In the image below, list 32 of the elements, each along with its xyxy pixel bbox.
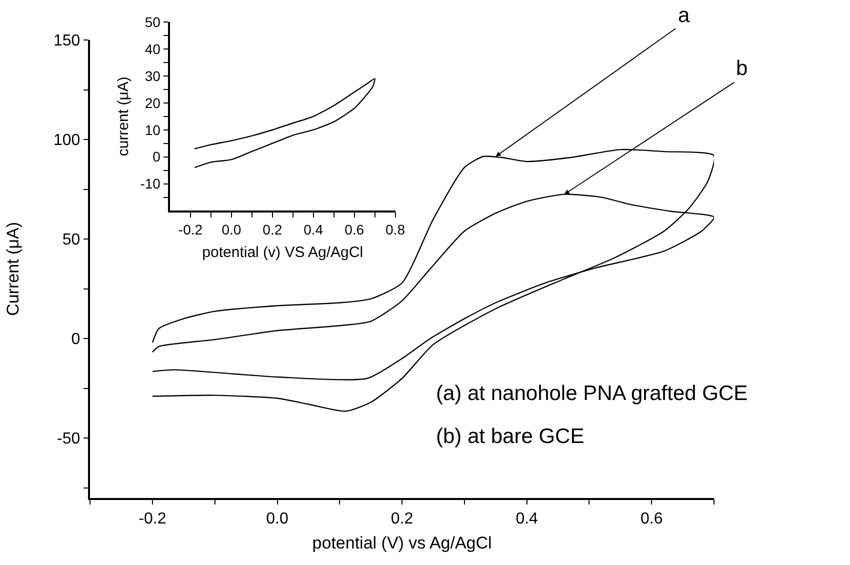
y-tick-label: 10 (144, 122, 161, 138)
y-tick-label: 0 (71, 331, 80, 348)
y-tick-label: 100 (53, 132, 80, 150)
x-tick-label: 0.6 (640, 510, 663, 528)
annotation: (a) at nanohole PNA grafted GCE (436, 382, 748, 405)
x-tick-label: 0.8 (386, 221, 406, 238)
y-tick-label: -10 (140, 176, 161, 192)
x-tick-label: -0.2 (178, 221, 203, 238)
y-tick-label: 40 (144, 40, 161, 57)
x-axis-title: potential (v) VS Ag/AgCl (202, 244, 364, 261)
y-tick-label: 30 (144, 68, 161, 84)
y-tick-label: 50 (144, 14, 161, 30)
x-tick-label: 0.0 (266, 510, 288, 528)
y-axis-title: current (μA) (114, 76, 132, 156)
y-tick-label: 50 (62, 232, 80, 249)
x-tick-label: 0.4 (304, 221, 324, 238)
y-tick-label: -50 (57, 430, 80, 448)
y-axis-title: Current (μA) (3, 222, 22, 316)
x-tick-label: 0.6 (344, 221, 364, 238)
y-tick-label: 0 (152, 148, 161, 165)
x-tick-label: 0.4 (516, 510, 538, 528)
x-axis-title: potential (V) vs Ag/AgCl (312, 534, 492, 553)
annotation: (b) at bare GCE (436, 425, 584, 448)
x-tick-label: 0.0 (222, 221, 242, 238)
x-tick-label: 0.2 (262, 221, 282, 238)
line-series (194, 78, 376, 168)
annotation: b (736, 57, 748, 80)
y-tick-label: 150 (53, 32, 80, 50)
x-tick-label: 0.2 (390, 510, 414, 528)
x-tick-label: -0.2 (138, 510, 166, 528)
annotation: a (678, 4, 690, 27)
y-tick-label: 20 (144, 94, 161, 111)
